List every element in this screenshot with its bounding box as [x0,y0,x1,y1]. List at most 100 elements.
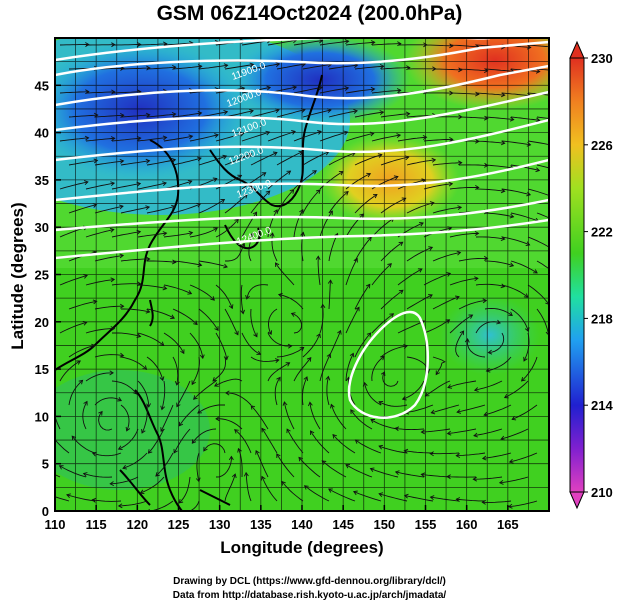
streamline-arrow [220,199,226,204]
streamline [111,231,141,238]
streamline [293,170,317,190]
streamline [137,380,150,407]
streamline-arrow [174,381,180,386]
streamline-arrow [500,92,506,98]
streamline [425,380,451,397]
streamline [449,92,479,95]
streamline [189,332,204,359]
streamline-arrow [83,400,88,406]
streamline-arrow [191,439,197,444]
streamline [173,428,191,454]
streamline [354,65,384,70]
streamline [510,116,540,121]
y-tick-label: 20 [35,315,49,330]
streamline [501,236,530,246]
streamline-arrow [228,304,234,310]
streamline [137,284,167,290]
streamline [432,162,462,166]
streamline-arrow [234,429,239,434]
streamline [85,328,115,334]
streamline [215,218,239,238]
streamline [423,272,451,286]
streamline [111,183,141,190]
streamline-arrow [162,135,168,141]
streamline [536,164,549,169]
streamline-arrow [511,415,517,421]
streamline [371,89,401,94]
streamline-arrow [188,230,194,236]
streamline-arrow [145,112,151,118]
streamline-arrow [249,62,255,68]
streamline [371,43,401,46]
streamline [267,170,291,190]
streamline [176,380,191,407]
streamline [371,313,394,334]
streamline [332,434,356,454]
streamline [447,476,477,478]
streamline-arrow [448,181,454,187]
streamline [527,140,549,145]
colorbar-ticks: 210 214 218 222 226 230 [584,51,613,500]
streamline-arrow [215,416,220,422]
streamline-arrow [188,134,194,140]
streamline-arrow [285,362,291,367]
streamline-arrow [378,401,384,406]
streamline-arrow [119,158,125,164]
streamline [225,243,245,262]
streamline [271,233,278,262]
streamline-arrow [85,42,90,47]
streamline [380,289,404,310]
streamline-arrow [58,465,64,470]
streamline [354,237,372,262]
streamline [225,392,252,406]
streamline-arrow [355,306,360,312]
streamline [120,114,150,118]
streamline [380,67,410,70]
streamline [328,280,332,310]
streamline [447,428,477,435]
streamline-arrow [125,426,131,432]
streamline [245,472,252,502]
streamline-arrow [234,330,239,336]
streamline [475,283,505,288]
streamline-arrow [119,352,125,358]
streamline-arrow [265,190,271,196]
streamline-arrow [298,456,303,462]
streamline-arrow [317,130,322,135]
streamline-arrow [366,172,372,178]
streamline-arrow [162,231,168,236]
streamline-arrow [473,387,479,392]
streamline-arrow [503,393,509,399]
streamline [354,284,371,310]
streamline-arrow [76,360,81,365]
streamline [224,153,252,166]
y-axis-label: Latitude (degrees) [8,202,27,350]
streamline [234,429,252,454]
streamline [395,471,425,478]
streamline [215,456,232,478]
streamline-arrow [525,241,531,247]
streamline [286,428,304,454]
streamline-arrow [281,480,286,486]
streamline-arrow [180,349,185,355]
streamline-arrow [446,272,452,277]
streamline [203,443,226,454]
streamline-arrow [429,495,435,501]
streamline [137,232,167,238]
streamline-arrow [300,231,306,237]
streamline [508,500,538,508]
streamline-arrow [170,314,175,319]
streamline [302,189,321,214]
streamline-arrow [197,409,202,414]
streamline [484,308,513,316]
streamline [345,353,354,382]
streamline-arrow [353,108,358,114]
streamline-arrow [468,314,474,319]
streamline [240,284,244,314]
streamline [59,137,89,142]
y-tick-label: 15 [35,362,49,377]
streamline-arrow [109,227,115,233]
streamline [293,86,323,94]
streamline [319,210,333,238]
streamline [224,63,254,70]
